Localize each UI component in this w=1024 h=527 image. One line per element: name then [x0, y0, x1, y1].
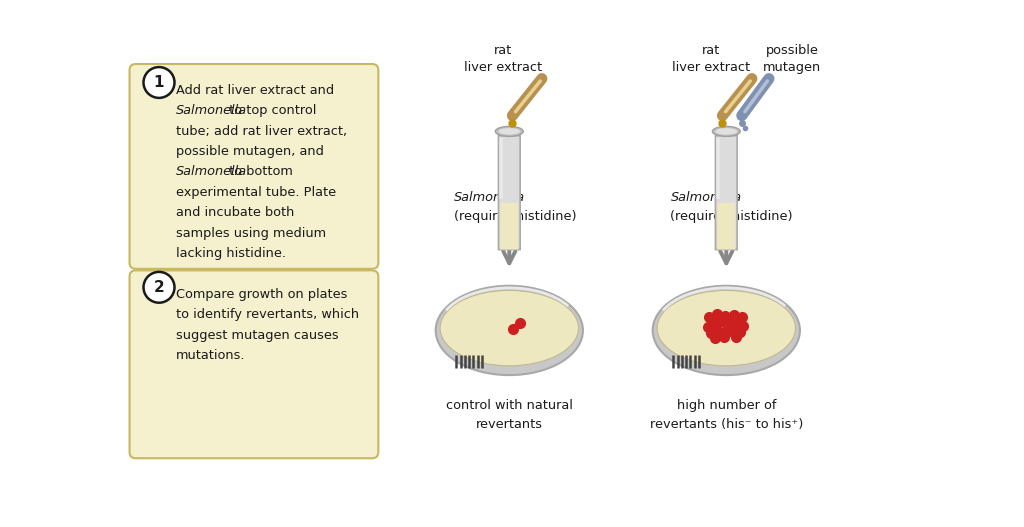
- Text: (requires histidine): (requires histidine): [454, 210, 577, 223]
- Text: revertants: revertants: [476, 418, 543, 431]
- Text: samples using medium: samples using medium: [176, 227, 327, 240]
- FancyBboxPatch shape: [500, 138, 503, 199]
- Text: rat: rat: [494, 44, 512, 57]
- Ellipse shape: [499, 128, 520, 134]
- Text: 2: 2: [154, 280, 165, 295]
- Text: Salmonella: Salmonella: [176, 165, 247, 178]
- Circle shape: [143, 272, 174, 302]
- Ellipse shape: [440, 290, 579, 366]
- Text: high number of: high number of: [677, 399, 776, 413]
- FancyBboxPatch shape: [716, 135, 737, 250]
- Circle shape: [143, 67, 174, 98]
- Text: to top control: to top control: [225, 104, 316, 117]
- Ellipse shape: [496, 126, 523, 136]
- Text: revertants (his⁻ to his⁺): revertants (his⁻ to his⁺): [649, 418, 803, 431]
- Text: Salmonella: Salmonella: [454, 191, 524, 204]
- Text: 1: 1: [154, 75, 164, 90]
- Text: suggest mutagen causes: suggest mutagen causes: [176, 328, 339, 341]
- Text: liver extract: liver extract: [672, 61, 750, 74]
- Text: Salmonella: Salmonella: [176, 104, 247, 117]
- Text: to identify revertants, which: to identify revertants, which: [176, 308, 359, 321]
- Text: mutations.: mutations.: [176, 349, 246, 362]
- Text: mutagen: mutagen: [763, 61, 821, 74]
- FancyBboxPatch shape: [499, 135, 520, 250]
- Text: (requires histidine): (requires histidine): [671, 210, 794, 223]
- FancyBboxPatch shape: [716, 138, 720, 199]
- Text: tube; add rat liver extract,: tube; add rat liver extract,: [176, 124, 347, 138]
- Text: lacking histidine.: lacking histidine.: [176, 247, 286, 260]
- FancyBboxPatch shape: [130, 270, 378, 458]
- Text: rat: rat: [701, 44, 720, 57]
- Ellipse shape: [435, 286, 583, 375]
- Text: possible: possible: [766, 44, 818, 57]
- Text: Add rat liver extract and: Add rat liver extract and: [176, 84, 334, 96]
- FancyBboxPatch shape: [501, 203, 518, 250]
- Text: possible mutagen, and: possible mutagen, and: [176, 145, 324, 158]
- Text: and incubate both: and incubate both: [176, 206, 295, 219]
- Ellipse shape: [716, 128, 737, 134]
- Text: to bottom: to bottom: [225, 165, 293, 178]
- Text: Salmonella: Salmonella: [671, 191, 741, 204]
- FancyBboxPatch shape: [130, 64, 378, 269]
- Text: control with natural: control with natural: [445, 399, 572, 413]
- Text: liver extract: liver extract: [464, 61, 542, 74]
- Text: Compare growth on plates: Compare growth on plates: [176, 288, 347, 301]
- Ellipse shape: [657, 290, 796, 366]
- Ellipse shape: [713, 126, 740, 136]
- FancyBboxPatch shape: [718, 203, 735, 250]
- Text: experimental tube. Plate: experimental tube. Plate: [176, 186, 336, 199]
- Ellipse shape: [652, 286, 800, 375]
